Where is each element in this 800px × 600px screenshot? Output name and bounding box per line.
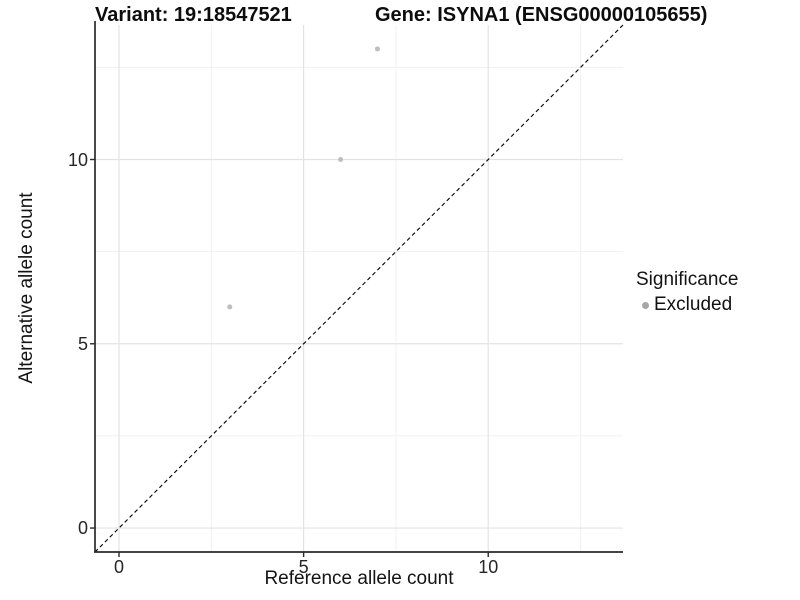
y-tick-label: 5 (77, 333, 88, 354)
data-point (338, 157, 344, 163)
y-tick-label: 0 (77, 518, 88, 539)
x-axis-label: Reference allele count (264, 568, 454, 589)
x-tick-label: 0 (113, 557, 125, 577)
y-tick-label: 10 (67, 149, 88, 170)
excluded-point-icon (642, 301, 649, 309)
y-axis-label: Alternative allele count (16, 192, 37, 384)
legend: Significance Excluded (636, 269, 738, 316)
x-tick-label: 5 (298, 557, 309, 577)
legend-title: Significance (636, 269, 739, 290)
data-point (227, 304, 233, 310)
data-point (374, 46, 380, 52)
plot-title-variant: Variant: 19:18547521 (95, 4, 292, 26)
identity-line (94, 24, 624, 553)
plot-title-gene: Gene: ISYNA1 (ENSG00000105655) (375, 4, 708, 26)
legend-item-excluded: Excluded (636, 294, 738, 316)
x-tick-label: 10 (478, 557, 499, 577)
legend-item-label: Excluded (654, 294, 733, 315)
